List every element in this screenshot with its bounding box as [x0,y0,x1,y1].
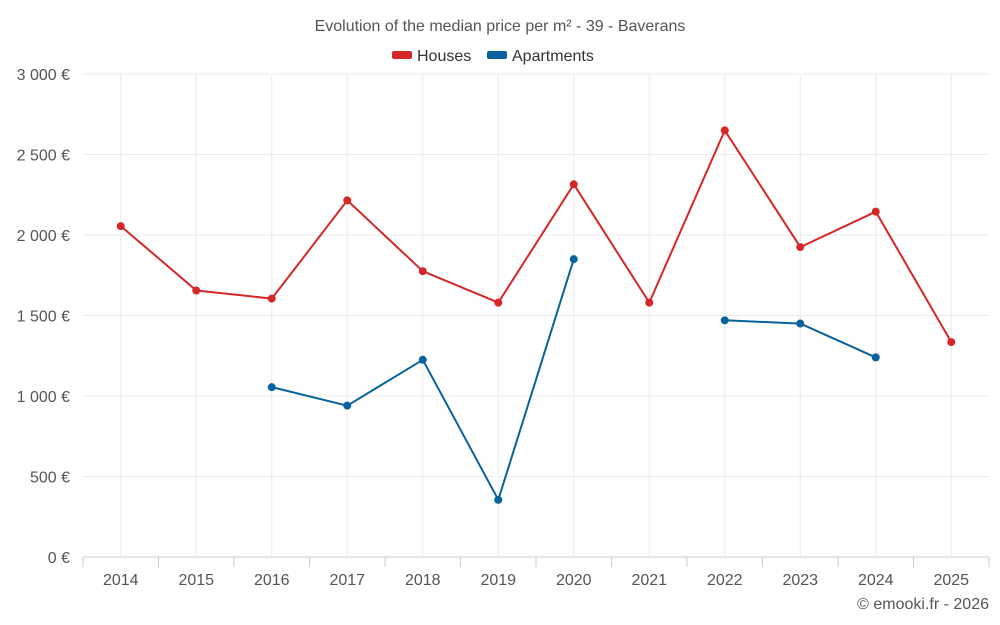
data-point-houses-2018[interactable] [418,267,427,276]
series-line-houses-0 [120,129,953,343]
x-tick-label-2017: 2017 [329,572,365,589]
data-point-houses-2016[interactable] [267,294,276,303]
data-point-houses-2025[interactable] [947,338,956,347]
y-tick-label: 1 500 € [17,309,70,326]
data-point-apartments-2023[interactable] [796,319,805,328]
legend-label-houses: Houses [417,48,471,65]
x-tick-label-2018: 2018 [405,572,441,589]
data-point-apartments-2018[interactable] [418,355,427,364]
legend-item-apartments[interactable]: Apartments [487,48,594,65]
credit-text: © emooki.fr - 2026 [857,596,989,613]
x-tick-label-2025: 2025 [933,572,969,589]
axes: 0 € 500 € 1 000 € 1 500 € 2 000 € 2 500 € 3 00… [17,67,990,589]
y-tick-label: 500 € [30,470,70,487]
legend-swatch-houses [392,51,412,59]
data-point-houses-2014[interactable] [116,222,125,231]
series-apartments [267,255,880,504]
x-tick-label-2023: 2023 [782,572,818,589]
legend-label-apartments: Apartments [512,48,594,65]
data-point-apartments-2020[interactable] [569,255,578,264]
data-point-houses-2022[interactable] [720,126,729,135]
x-tick-label-2019: 2019 [480,572,516,589]
series-houses [116,126,956,347]
x-tick-label-2021: 2021 [631,572,667,589]
data-point-apartments-2017[interactable] [343,401,352,410]
data-point-houses-2021[interactable] [645,298,654,307]
legend-item-houses[interactable]: Houses [392,48,471,65]
data-point-houses-2017[interactable] [343,196,352,205]
legend: Houses Apartments [392,48,594,65]
data-point-apartments-2016[interactable] [267,383,276,392]
y-tick-label: 2 000 € [17,228,70,245]
y-tick-label: 0 € [48,550,70,567]
y-tick-label: 1 000 € [17,389,70,406]
data-point-apartments-2019[interactable] [494,495,503,504]
data-point-houses-2023[interactable] [796,243,805,252]
y-tick-label: 3 000 € [17,67,70,84]
x-tick-label-2020: 2020 [556,572,592,589]
legend-swatch-apartments [487,51,507,59]
y-tick-label: 2 500 € [17,148,70,165]
data-point-houses-2020[interactable] [569,180,578,189]
data-point-apartments-2024[interactable] [871,353,880,362]
data-point-houses-2024[interactable] [871,207,880,216]
data-point-houses-2019[interactable] [494,298,503,307]
series-layer [116,126,956,504]
x-tick-label-2024: 2024 [858,572,894,589]
data-point-houses-2015[interactable] [192,286,201,295]
data-point-apartments-2022[interactable] [720,316,729,325]
chart-title: Evolution of the median price per m² - 3… [315,18,686,35]
x-tick-label-2015: 2015 [178,572,214,589]
x-tick-label-2014: 2014 [103,572,139,589]
x-tick-label-2022: 2022 [707,572,743,589]
x-tick-label-2016: 2016 [254,572,290,589]
grid [83,73,989,557]
